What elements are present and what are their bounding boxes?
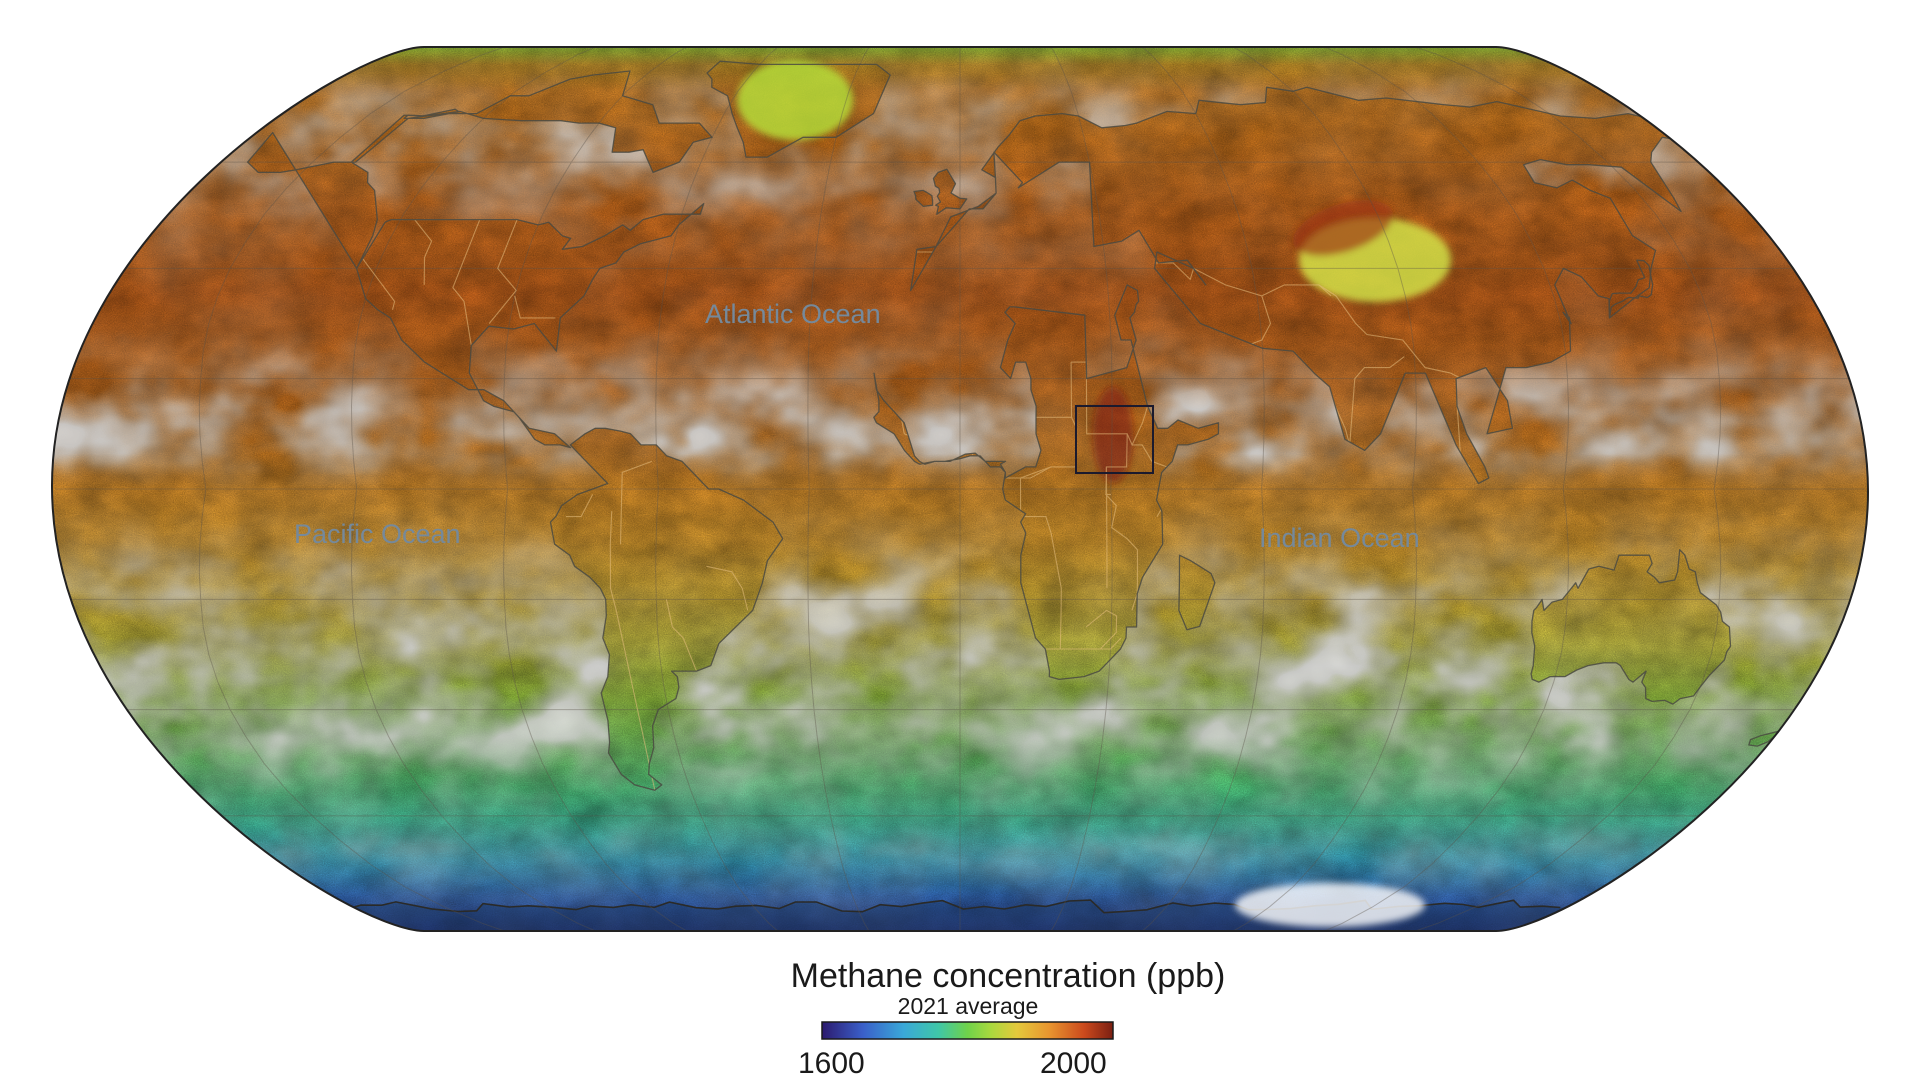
svg-text:Atlantic Ocean: Atlantic Ocean: [705, 299, 881, 329]
svg-text:2000: 2000: [1040, 1047, 1107, 1080]
svg-text:2021 average: 2021 average: [898, 993, 1039, 1019]
svg-text:Indian Ocean: Indian Ocean: [1259, 523, 1420, 553]
svg-text:Methane concentration (ppb): Methane concentration (ppb): [791, 957, 1226, 995]
svg-text:1600: 1600: [798, 1047, 865, 1080]
svg-text:Pacific Ocean: Pacific Ocean: [294, 519, 461, 549]
